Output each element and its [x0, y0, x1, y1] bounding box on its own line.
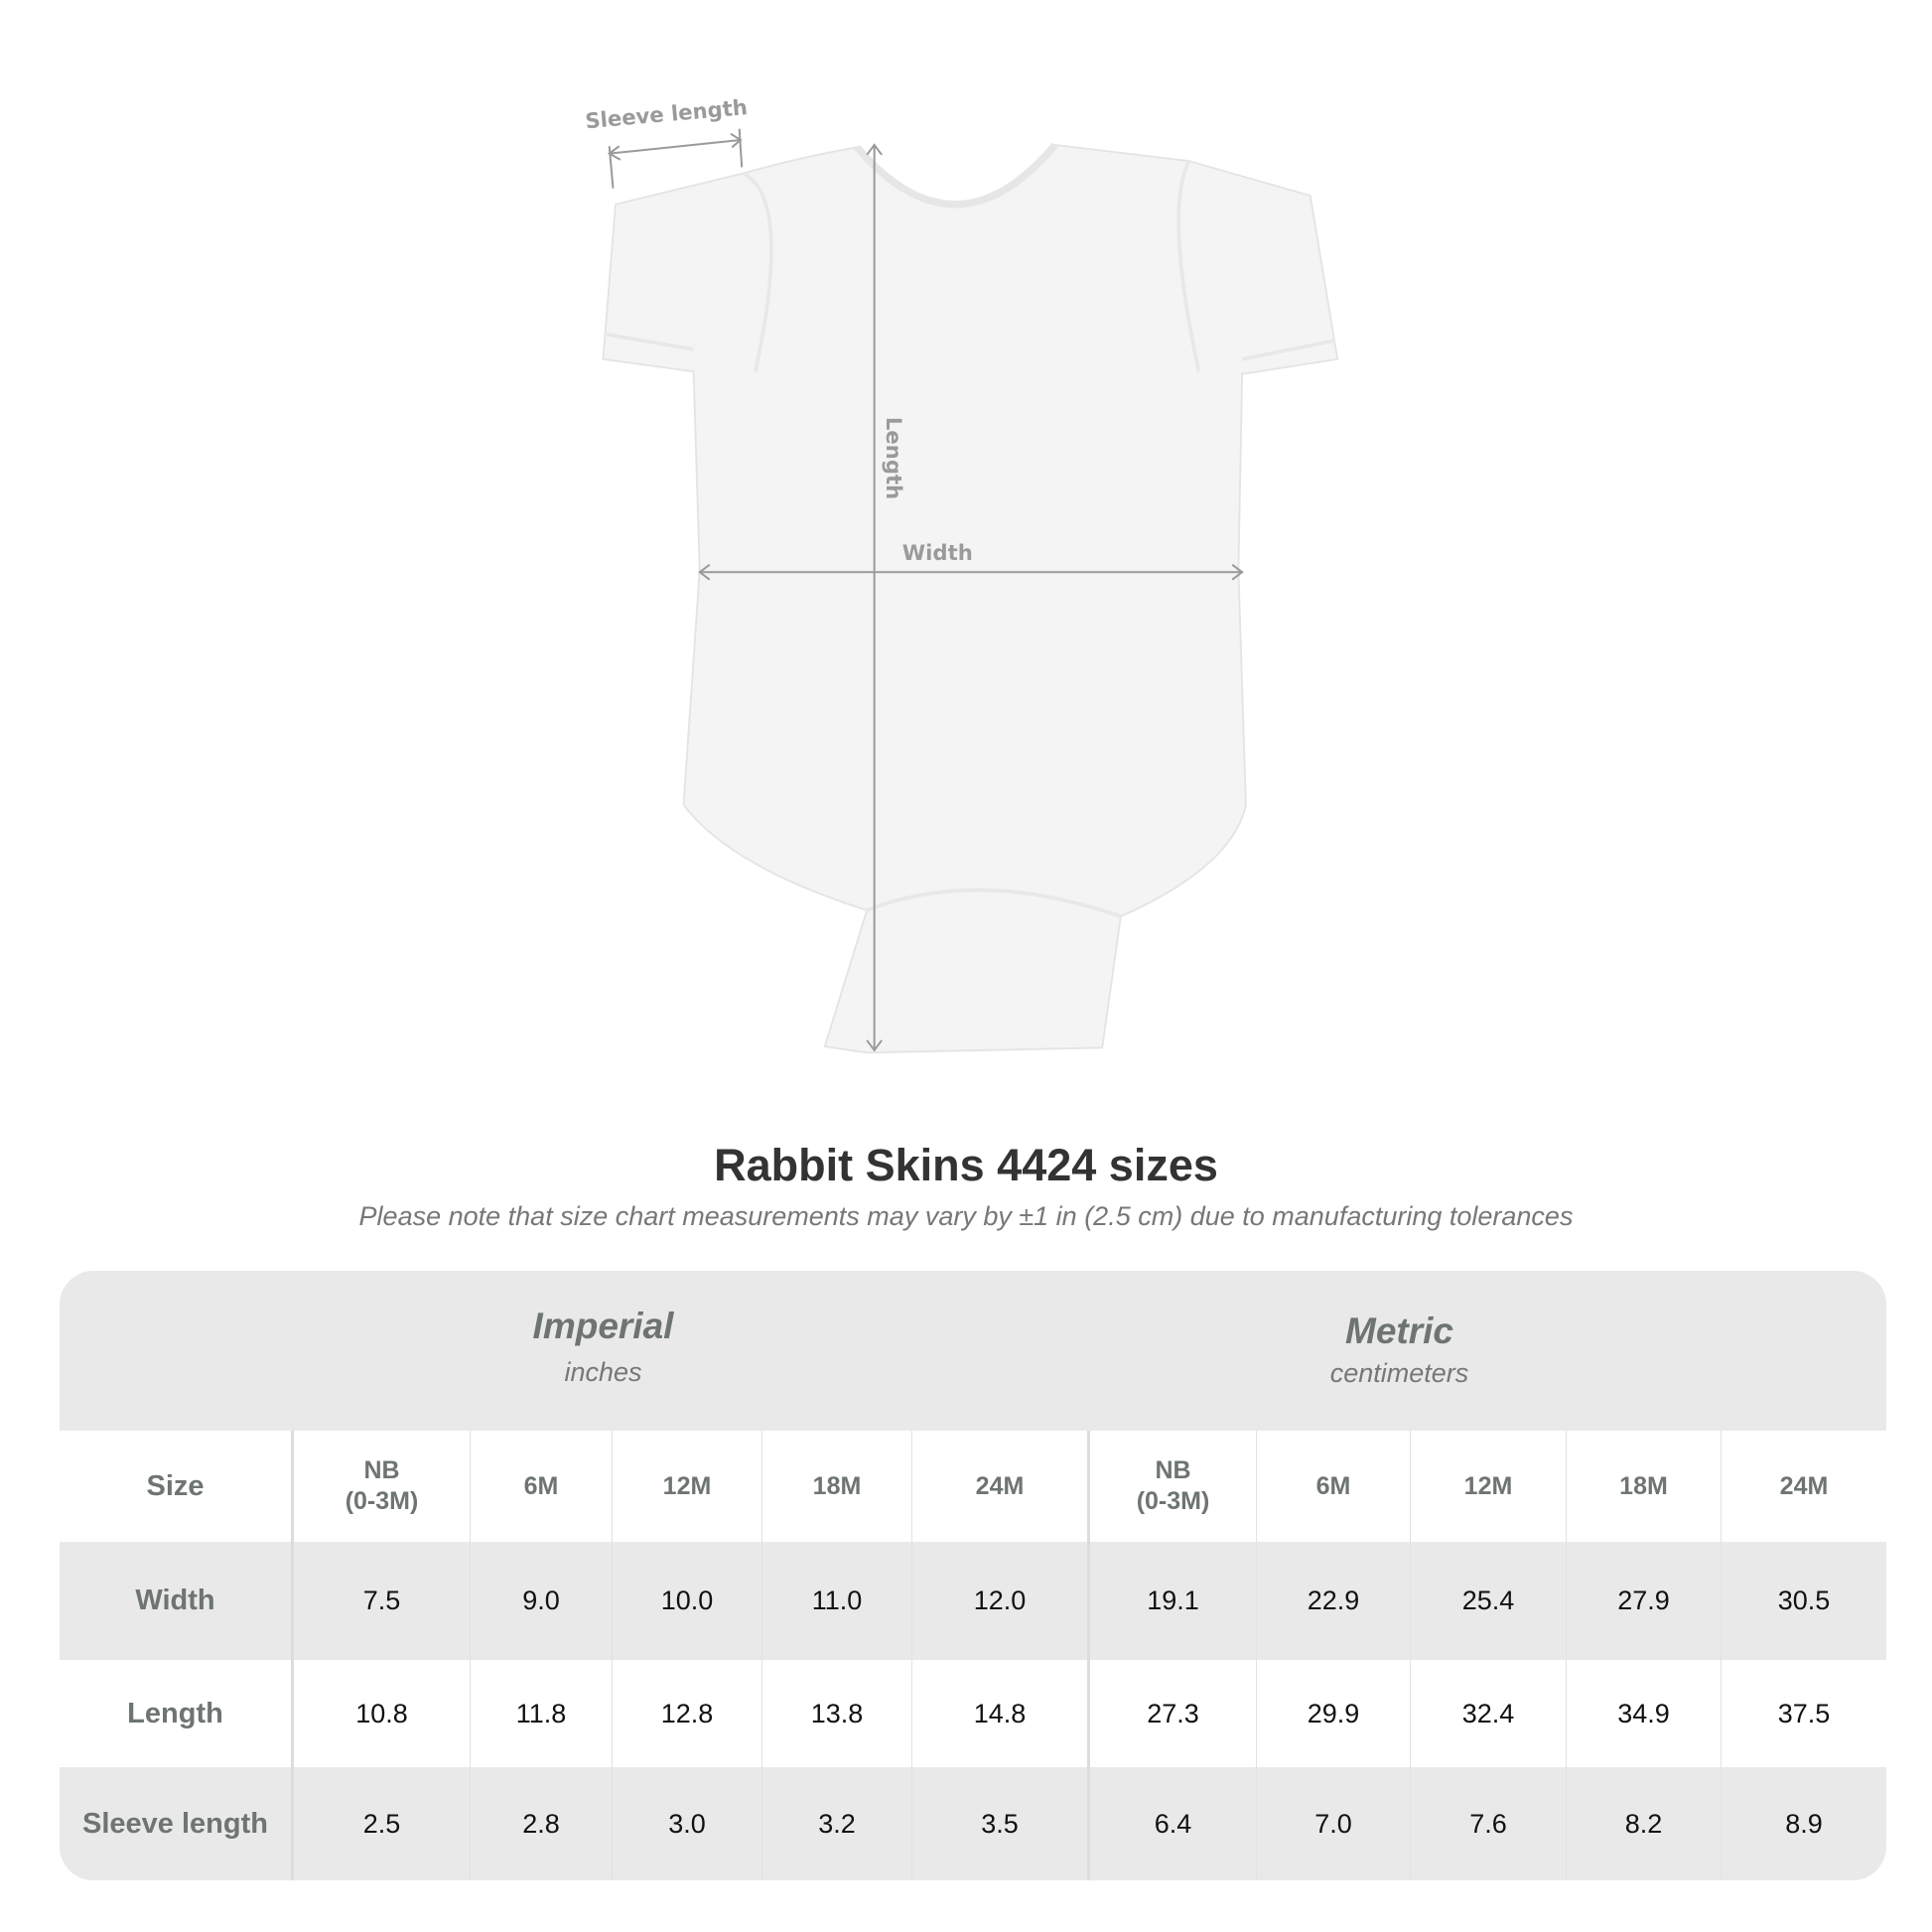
size-header: NB (0-3M) — [294, 1431, 471, 1542]
width-label: Width — [902, 540, 973, 565]
onesie-illustration — [602, 143, 1339, 1054]
imperial-title: Imperial — [532, 1306, 674, 1346]
row-label: Sleeve length — [60, 1767, 294, 1880]
imperial-value: 3.2 — [762, 1767, 912, 1880]
size-header: 12M — [1411, 1431, 1567, 1542]
table-row: Sleeve length 2.5 2.8 3.0 3.2 3.5 6.4 7.0 7.6 8.2… — [60, 1767, 1886, 1880]
metric-unit: centimeters — [1329, 1358, 1469, 1388]
size-header: 12M — [613, 1431, 762, 1542]
size-label: Size — [60, 1431, 294, 1542]
size-header: 18M — [1567, 1431, 1722, 1542]
imperial-value: 11.8 — [471, 1660, 613, 1767]
metric-value: 34.9 — [1567, 1660, 1722, 1767]
imperial-unit: inches — [564, 1357, 642, 1387]
imperial-value: 2.8 — [471, 1767, 613, 1880]
imperial-value: 3.0 — [613, 1767, 762, 1880]
metric-value: 25.4 — [1411, 1542, 1567, 1660]
size-header: 24M — [912, 1431, 1090, 1542]
metric-value: 27.3 — [1090, 1660, 1257, 1767]
size-header: 6M — [1257, 1431, 1411, 1542]
size-header: 6M — [471, 1431, 613, 1542]
imperial-value: 12.0 — [912, 1542, 1090, 1660]
size-table: Imperial inches Metric centimeters Size N… — [60, 1271, 1886, 1880]
unit-header: Imperial inches Metric centimeters — [60, 1271, 1886, 1431]
metric-value: 6.4 — [1090, 1767, 1257, 1880]
size-header: 24M — [1779, 1471, 1829, 1500]
imperial-value: 10.0 — [613, 1542, 762, 1660]
metric-value: 27.9 — [1567, 1542, 1722, 1660]
imperial-value: 2.5 — [294, 1767, 471, 1880]
metric-value: 32.4 — [1411, 1660, 1567, 1767]
table-row: Length 10.8 11.8 12.8 13.8 14.8 27.3 29.9 32.4 34… — [60, 1660, 1886, 1767]
length-label: Length — [882, 417, 906, 499]
imperial-value: 11.0 — [762, 1542, 912, 1660]
row-label: Width — [60, 1542, 294, 1660]
metric-value: 8.2 — [1567, 1767, 1722, 1880]
imperial-value: 10.8 — [294, 1660, 471, 1767]
imperial-value: 7.5 — [294, 1542, 471, 1660]
metric-value: 30.5 — [1777, 1586, 1831, 1615]
metric-value: 29.9 — [1257, 1660, 1411, 1767]
table-row: Width 7.5 9.0 10.0 11.0 12.0 19.1 22.9 25.4 27.9 3… — [60, 1542, 1886, 1660]
size-header: 18M — [762, 1431, 912, 1542]
tolerance-note: Please note that size chart measurements… — [358, 1201, 1574, 1231]
size-header: NB (0-3M) — [1090, 1431, 1257, 1542]
imperial-value: 13.8 — [762, 1660, 912, 1767]
sleeve-length-arrow — [609, 138, 742, 155]
metric-value: 22.9 — [1257, 1542, 1411, 1660]
metric-title: Metric — [1345, 1311, 1453, 1351]
sleeve-length-label: Sleeve length — [584, 94, 748, 133]
page-title: Rabbit Skins 4424 sizes — [714, 1140, 1218, 1190]
metric-value: 37.5 — [1777, 1698, 1831, 1728]
metric-value: 7.0 — [1257, 1767, 1411, 1880]
size-row: Size NB (0-3M) 6M 12M 18M 24M NB (0-3M) 6M 12M 18… — [60, 1431, 1886, 1542]
imperial-value: 14.8 — [912, 1660, 1090, 1767]
metric-group: Metric centimeters — [912, 1271, 1886, 1389]
metric-value: 19.1 — [1090, 1542, 1257, 1660]
row-label: Length — [60, 1660, 294, 1767]
imperial-group: Imperial inches — [294, 1271, 912, 1388]
imperial-value: 3.5 — [912, 1767, 1090, 1880]
metric-value: 8.9 — [1785, 1808, 1823, 1839]
metric-value: 7.6 — [1411, 1767, 1567, 1880]
onesie-diagram: Sleeve length Length Width — [584, 94, 1339, 1054]
imperial-value: 9.0 — [471, 1542, 613, 1660]
imperial-value: 12.8 — [613, 1660, 762, 1767]
